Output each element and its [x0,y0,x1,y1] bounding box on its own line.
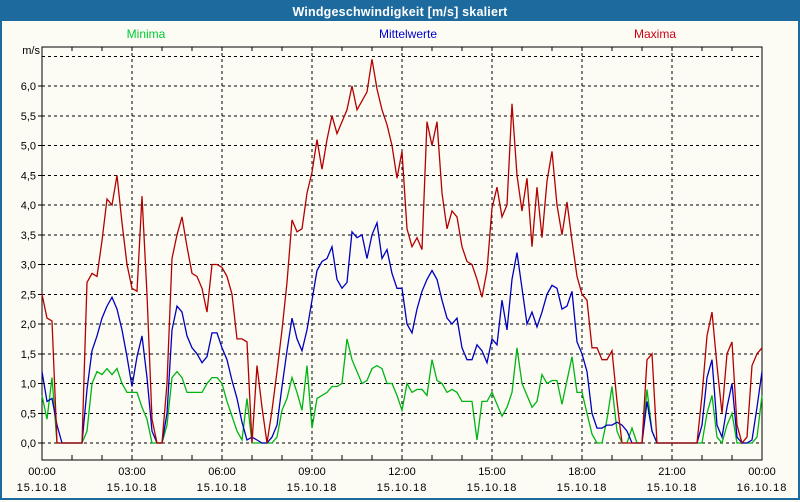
x-tick-time-label: 18:00 [568,466,596,478]
y-tick-label: 3,0 [21,260,36,272]
y-tick-label: 0,0 [21,438,36,450]
x-tick-date-label: 16.10.18 [737,482,788,494]
y-tick-label: 3,5 [21,230,36,242]
series-line-maxima [41,59,763,445]
x-tick-time-label: 21:00 [658,466,686,478]
x-tick-date-label: 15.10.18 [647,482,698,494]
y-tick-label: 2,5 [21,289,36,301]
x-tick-date-label: 15.10.18 [467,482,518,494]
x-tick-date-label: 15.10.18 [287,482,338,494]
y-tick-label: 1,5 [21,349,36,361]
legend-item-mittelwerte: Mittelwerte [378,27,438,41]
legend-item-maxima: Maxima [633,27,677,41]
x-tick-date-label: 15.10.18 [377,482,428,494]
y-tick-label: 5,5 [21,111,36,123]
x-tick-date-label: 15.10.18 [557,482,608,494]
y-tick-label: 0,5 [21,408,36,420]
y-axis-unit-label: m/s [22,45,40,57]
x-tick-date-label: 15.10.18 [197,482,248,494]
y-tick-label: 6,0 [21,81,36,93]
x-tick-time-label: 00:00 [748,466,776,478]
title-bar: Windgeschwindigkeit [m/s] skaliert [2,2,798,21]
x-tick-time-label: 03:00 [118,466,146,478]
x-tick-date-label: 15.10.18 [107,482,158,494]
x-tick-time-label: 15:00 [478,466,506,478]
legend-item-minima: Minima [126,27,166,41]
y-tick-label: 4,5 [21,170,36,182]
y-tick-label: 1,0 [21,379,36,391]
x-tick-time-label: 00:00 [28,466,56,478]
y-tick-label: 2,0 [21,319,36,331]
page-title: Windgeschwindigkeit [m/s] skaliert [292,4,508,19]
x-tick-time-label: 06:00 [208,466,236,478]
y-tick-label: 5,0 [21,141,36,153]
x-tick-date-label: 15.10.18 [17,482,68,494]
x-tick-time-label: 12:00 [388,466,416,478]
x-tick-time-label: 09:00 [298,466,326,478]
y-tick-label: 4,0 [21,200,36,212]
